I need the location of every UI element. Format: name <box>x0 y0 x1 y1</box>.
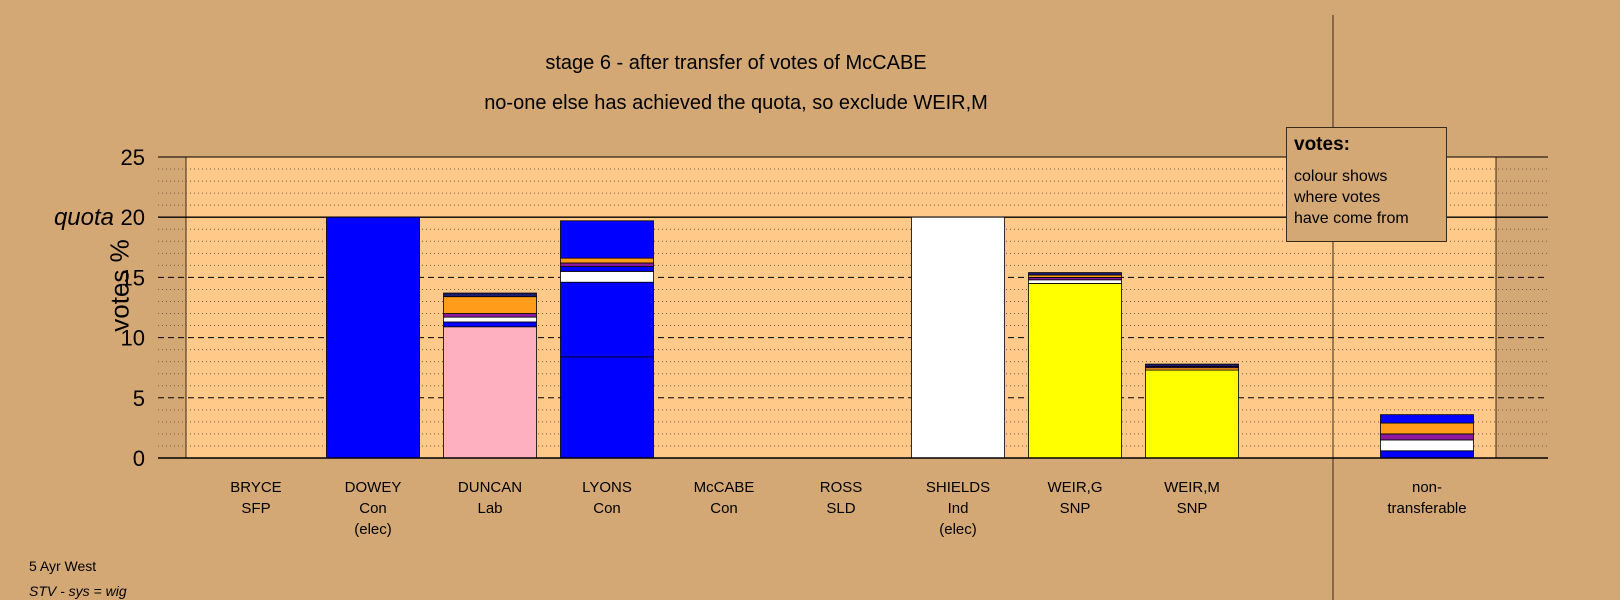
bar-duncan-segment <box>443 292 537 298</box>
candidate-label-bryce: BRYCE SFP <box>230 479 282 517</box>
bar-lyons-segment <box>560 220 654 259</box>
ward-name: 5 Ayr West <box>29 558 97 574</box>
bar-duncan-segment <box>443 316 537 323</box>
legend-text: colour shows where votes have come from <box>1294 168 1409 227</box>
candidate-label-weirg: WEIR,G SNP <box>1047 479 1103 517</box>
y-tick-label: 20 <box>121 205 145 230</box>
bar-nontransferable-segment <box>1380 433 1474 441</box>
bar-lyons-segment <box>560 262 654 267</box>
nontransferable-label: non- transferable <box>1387 479 1467 517</box>
bar-weirg-segment <box>1028 279 1122 284</box>
candidate-label-ross: ROSS SLD <box>819 479 863 517</box>
candidate-label-lyons: LYONS Con <box>582 479 632 517</box>
y-axis-label: votes % <box>104 239 135 332</box>
bar-shields-segment <box>911 216 1005 459</box>
candidate-label-shields: SHIELDS Ind (elec) <box>925 479 991 538</box>
bar-lyons-segment <box>560 257 654 264</box>
bar-lyons-segment <box>560 270 654 283</box>
candidate-label-weirm: WEIR,M SNP <box>1164 479 1220 517</box>
chart-title: stage 6 - after transfer of votes of McC… <box>545 52 927 74</box>
stv-system: STV - sys = wig <box>29 583 127 599</box>
y-tick-label: 25 <box>121 145 145 170</box>
bar-nontransferable-segment <box>1380 414 1474 424</box>
candidate-label-mccabe: McCABE Con <box>693 479 755 517</box>
bar-weirg-segment <box>1028 283 1122 459</box>
legend-box: votes: colour shows where votes have com… <box>1286 127 1447 242</box>
bar-weirg-segment <box>1028 272 1122 276</box>
bar-nontransferable-segment <box>1380 422 1474 435</box>
legend-title: votes: <box>1294 134 1350 155</box>
bar-weirm-segment <box>1145 369 1239 459</box>
bar-lyons-segment <box>560 356 654 459</box>
bar-duncan-segment <box>443 326 537 459</box>
y-tick-label: 0 <box>133 446 145 471</box>
bar-duncan-segment <box>443 313 537 318</box>
quota-label: quota <box>54 204 114 231</box>
y-tick-label: 5 <box>133 386 145 411</box>
y-tick-label: 10 <box>121 326 145 351</box>
bar-lyons-segment <box>560 281 654 358</box>
bar-nontransferable-segment <box>1380 450 1474 459</box>
bar-weirm-segment <box>1145 363 1239 367</box>
chart-subtitle: no-one else has achieved the quota, so e… <box>484 92 988 114</box>
bar-dowey-segment <box>326 216 420 459</box>
bar-duncan-segment <box>443 296 537 314</box>
y-tick-label: 15 <box>121 265 145 290</box>
bar-nontransferable-segment <box>1380 439 1474 452</box>
bar-duncan-segment <box>443 321 537 328</box>
candidate-label-duncan: DUNCAN Lab <box>457 479 523 517</box>
bar-lyons-segment <box>560 266 654 272</box>
candidate-label-dowey: DOWEY Con (elec) <box>344 479 402 538</box>
